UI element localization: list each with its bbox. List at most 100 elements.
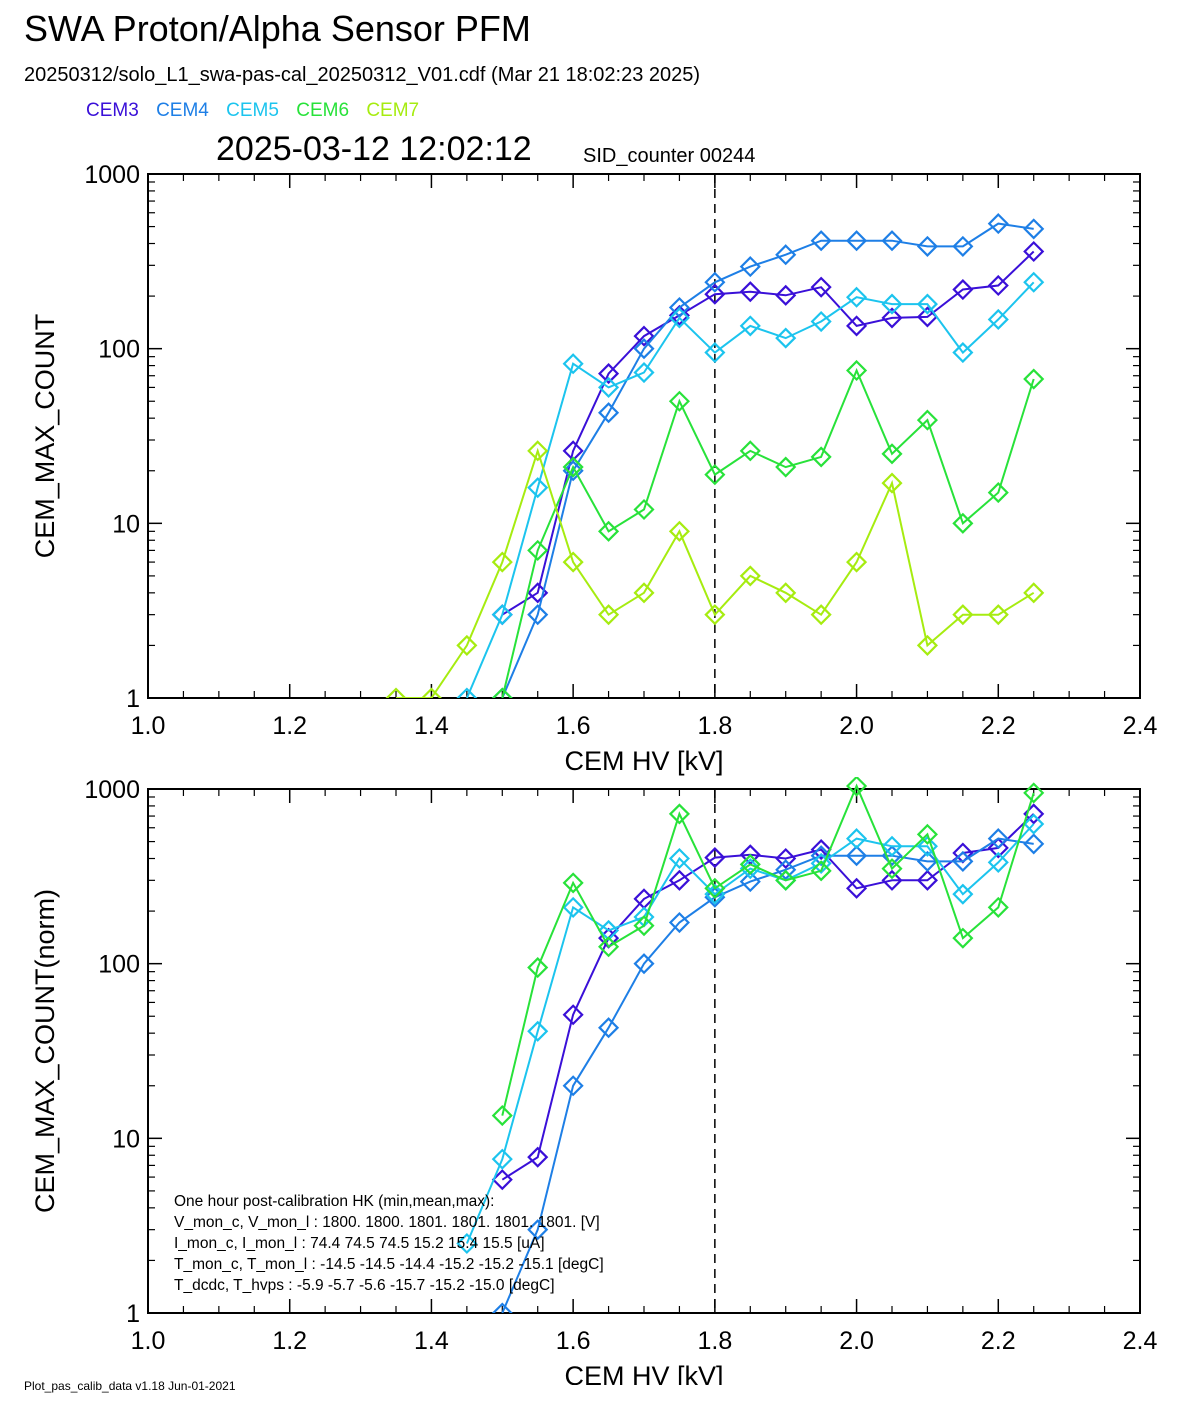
top-chart: 1.0 1.2 1.4 1.6 1.8 2.0 2.2 2.4 1 10 100 1000 CEM HV… <box>30 161 1157 776</box>
legend-cem6: CEM6 <box>296 100 350 121</box>
bottom-point-cem5 <box>987 851 1009 873</box>
bottom-point-cem3 <box>775 847 797 870</box>
top-xtick-label: 1.4 <box>414 712 449 740</box>
top-series-line-cem6 <box>501 367 1035 698</box>
bottom-point-cem5 <box>527 1020 549 1042</box>
top-point-cem5 <box>775 327 797 349</box>
top-point-cem6 <box>881 443 903 465</box>
top-point-cem7 <box>668 520 690 542</box>
bottom-point-cem6 <box>846 777 868 797</box>
legend-cem7: CEM7 <box>366 100 420 121</box>
top-point-cem3 <box>1023 240 1045 263</box>
main-title: SWA Proton/Alpha Sensor PFM <box>24 8 531 49</box>
top-ytick-label: 1000 <box>84 161 140 189</box>
top-point-cem3 <box>562 440 584 462</box>
bottom-point-cem3 <box>527 1146 549 1168</box>
top-point-cem5 <box>810 310 832 333</box>
bottom-point-cem4 <box>562 1075 584 1097</box>
bottom-annotation-line: I_mon_c, I_mon_l : 74.4 74.5 74.5 15.2 1… <box>174 1235 545 1252</box>
top-point-cem3 <box>598 363 620 385</box>
top-point-cem7 <box>562 551 584 573</box>
bottom-point-cem4 <box>633 953 655 975</box>
top-point-cem4 <box>1023 218 1045 240</box>
legend-cem4: CEM4 <box>156 100 209 121</box>
top-point-cem3 <box>846 315 868 337</box>
top-point-cem5 <box>562 353 584 375</box>
top-point-cem4 <box>846 230 868 252</box>
top-point-cem4 <box>916 235 938 257</box>
top-point-cem4 <box>952 235 974 257</box>
bottom-point-cem4 <box>810 845 832 867</box>
top-point-cem3 <box>987 274 1009 297</box>
bottom-point-cem4 <box>916 850 938 872</box>
top-ytick-label: 1 <box>126 685 140 713</box>
file-info: 20250312/solo_L1_swa-pas-cal_20250312_V0… <box>24 64 701 86</box>
bottom-annotation-line: T_mon_c, T_mon_l : -14.5 -14.5 -14.4 -15… <box>174 1256 604 1273</box>
top-point-cem7 <box>916 634 938 656</box>
bottom-point-cem4 <box>704 886 726 908</box>
bottom-point-cem4 <box>668 911 690 934</box>
top-point-cem7 <box>1023 582 1045 604</box>
bottom-series-group <box>456 777 1045 1313</box>
top-point-cem3 <box>810 276 832 298</box>
bottom-point-cem4 <box>739 871 761 893</box>
bottom-point-cem5 <box>739 858 761 880</box>
bottom-point-cem6 <box>633 915 655 937</box>
top-point-cem6 <box>598 520 620 542</box>
top-xtick-label: 1.6 <box>556 712 591 740</box>
top-point-cem7 <box>846 551 868 573</box>
top-point-cem5 <box>527 477 549 499</box>
top-point-cem6 <box>704 464 726 486</box>
bottom-point-cem4 <box>527 1219 549 1241</box>
bottom-point-cem4 <box>987 828 1009 850</box>
top-xlabel: CEM HV [kV] <box>564 746 723 776</box>
bottom-point-cem4 <box>775 859 797 881</box>
top-point-cem4 <box>987 213 1009 235</box>
legend: CEM3 CEM4 CEM5 CEM6 CEM7 <box>86 100 431 122</box>
bottom-chart: 1.0 1.2 1.4 1.6 1.8 2.0 2.2 2.4 1 10 100 1000 CEM HV… <box>30 776 1157 1385</box>
top-point-cem4 <box>562 460 584 482</box>
top-xtick-label: 1.8 <box>697 712 732 740</box>
bottom-point-cem6 <box>987 896 1009 918</box>
top-point-cem5 <box>633 361 655 384</box>
bottom-point-cem4 <box>952 850 974 872</box>
bottom-series-line-cem4 <box>501 837 1034 1313</box>
bottom-point-cem6 <box>491 1105 513 1127</box>
bottom-point-cem4 <box>491 1302 513 1313</box>
top-point-cem4 <box>810 230 832 252</box>
top-point-cem3 <box>881 307 903 329</box>
bottom-point-cem3 <box>704 847 726 869</box>
bottom-xtick-label: 2.0 <box>839 1327 874 1355</box>
top-series-line-cem7 <box>396 447 1035 698</box>
top-point-cem5 <box>598 376 620 398</box>
top-point-cem5 <box>987 308 1009 330</box>
bottom-xtick-label: 2.2 <box>981 1327 1016 1355</box>
top-point-cem3 <box>704 283 726 305</box>
top-point-cem7 <box>456 634 478 656</box>
top-point-cem7 <box>704 604 726 626</box>
top-series-line-cem4 <box>501 222 1034 698</box>
top-point-cem4 <box>739 256 761 278</box>
top-point-cem6 <box>810 446 832 468</box>
bottom-xtick-label: 1.2 <box>272 1327 307 1355</box>
top-point-cem6 <box>562 456 584 478</box>
bottom-point-cem6 <box>598 936 620 958</box>
top-frame <box>147 173 1141 699</box>
bottom-point-cem5 <box>846 828 868 850</box>
bottom-ytick-label: 1 <box>126 1300 140 1328</box>
top-point-cem5 <box>846 286 868 308</box>
bottom-point-cem3 <box>846 877 868 899</box>
top-point-cem7 <box>739 565 761 587</box>
bottom-point-cem6 <box>810 860 832 882</box>
top-point-cem5 <box>456 687 478 698</box>
bottom-annotation-line: One hour post-calibration HK (min,mean,m… <box>174 1193 494 1210</box>
top-point-cem7 <box>385 687 407 698</box>
bottom-point-cem5 <box>810 852 832 874</box>
bottom-point-cem5 <box>1023 813 1045 835</box>
top-point-cem3 <box>633 325 655 347</box>
top-point-cem7 <box>633 582 655 604</box>
bottom-point-cem6 <box>881 858 903 880</box>
top-point-cem7 <box>987 604 1009 626</box>
top-point-cem5 <box>668 307 690 329</box>
top-point-cem5 <box>881 293 903 315</box>
